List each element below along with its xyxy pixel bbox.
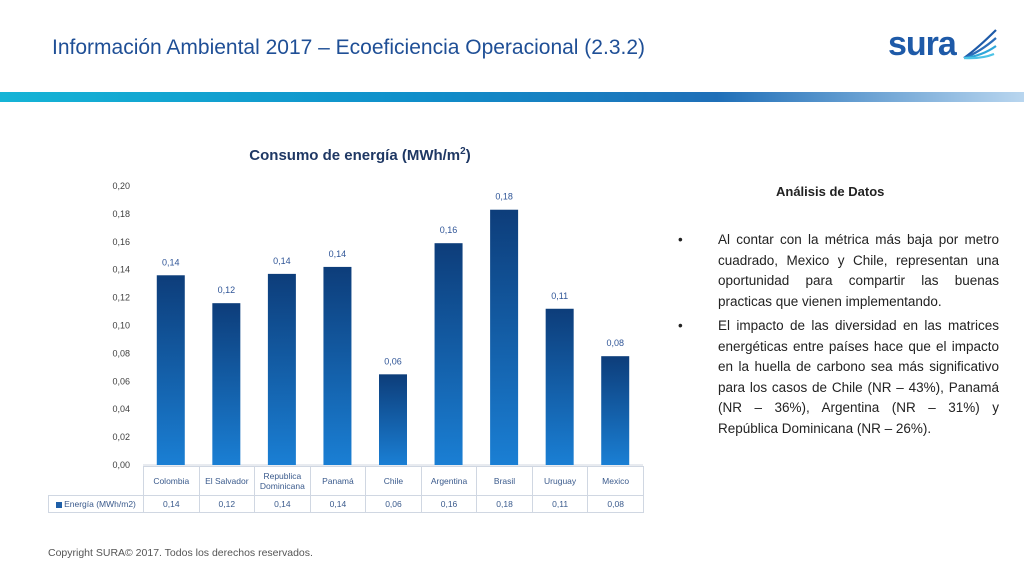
category-label: Argentina (420, 466, 478, 496)
bar (545, 308, 574, 465)
table-value: 0,08 (587, 495, 644, 513)
category-label: Uruguay (531, 466, 589, 496)
copyright: Copyright SURA© 2017. Todos los derechos… (48, 547, 313, 559)
bar (379, 374, 407, 465)
sura-logo: sura (888, 22, 1000, 66)
slide-title: Información Ambiental 2017 – Ecoeficienc… (52, 36, 646, 59)
table-value: 0,14 (254, 495, 311, 513)
data-label: 0,06 (384, 356, 402, 366)
bullet-item: • Al contar con la métrica más baja por m… (678, 230, 999, 312)
data-label: 0,08 (606, 338, 624, 348)
category-label: Chile (365, 466, 422, 496)
wing-icon (963, 29, 997, 60)
chart-title: Consumo de energía (MWh/m2) (249, 146, 471, 164)
table-value: 0,16 (420, 495, 478, 513)
y-tick-label: 0,10 (112, 321, 130, 331)
data-label: 0,14 (329, 249, 347, 259)
category-label: Colombia (143, 466, 200, 496)
table-value: 0,11 (531, 495, 589, 513)
y-tick-label: 0,00 (112, 460, 130, 470)
data-label: 0,14 (273, 256, 291, 266)
table-value: 0,14 (143, 495, 200, 513)
category-label: Panamá (309, 466, 367, 496)
table-corner (48, 466, 144, 496)
table-value: 0,06 (365, 495, 422, 513)
header-band (0, 92, 1024, 102)
values-row: Energía (MWh/m2) 0,14 0,12 0,14 0,14 0,06 0,1… (48, 495, 644, 513)
series-name: Energía (MWh/m2) (64, 499, 136, 509)
logo-text: sura (888, 25, 957, 63)
y-tick-label: 0,08 (112, 348, 130, 358)
category-label: Republica Dominicana (254, 466, 311, 496)
bullet-text: Al contar con la métrica más baja por me… (718, 232, 999, 309)
bullet-symbol: • (678, 232, 683, 247)
table-value: 0,14 (309, 495, 367, 513)
bar (490, 209, 519, 465)
y-tick-label: 0,14 (112, 265, 130, 275)
y-tick-label: 0,20 (112, 181, 130, 191)
bar (267, 273, 296, 465)
y-tick-label: 0,16 (112, 237, 130, 247)
bar (434, 243, 463, 465)
chart-data-table: Colombia El Salvador Republica Dominicana P… (48, 466, 644, 513)
bullet-text: El impacto de las diversidad en las matr… (718, 318, 999, 436)
bar (323, 266, 352, 465)
bar (601, 356, 630, 465)
series-legend-cell: Energía (MWh/m2) (48, 495, 144, 513)
data-label: 0,11 (551, 291, 568, 301)
analysis-bullets: • Al contar con la métrica más baja por m… (678, 230, 999, 443)
bar (212, 303, 241, 465)
data-label: 0,14 (162, 257, 180, 267)
bullet-symbol: • (678, 318, 683, 333)
category-label: Brasil (476, 466, 533, 496)
category-label: Mexico (587, 466, 644, 496)
data-label: 0,12 (218, 285, 236, 295)
y-tick-label: 0,18 (112, 209, 130, 219)
table-value: 0,18 (476, 495, 533, 513)
y-tick-label: 0,06 (112, 376, 130, 386)
bullet-item: • El impacto de las diversidad en las mat… (678, 316, 999, 439)
data-label: 0,16 (440, 225, 458, 235)
category-label: El Salvador (198, 466, 256, 496)
bar (156, 275, 185, 465)
y-tick-label: 0,12 (112, 293, 130, 303)
data-label: 0,18 (495, 192, 513, 202)
category-row: Colombia El Salvador Republica Dominicana P… (48, 466, 644, 496)
table-value: 0,12 (198, 495, 256, 513)
y-tick-label: 0,04 (112, 404, 130, 414)
analysis-title: Análisis de Datos (776, 184, 885, 199)
legend-swatch (56, 501, 63, 508)
y-tick-label: 0,02 (112, 432, 130, 442)
